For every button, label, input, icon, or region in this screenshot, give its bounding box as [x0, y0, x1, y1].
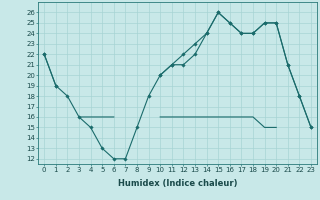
X-axis label: Humidex (Indice chaleur): Humidex (Indice chaleur) [118, 179, 237, 188]
